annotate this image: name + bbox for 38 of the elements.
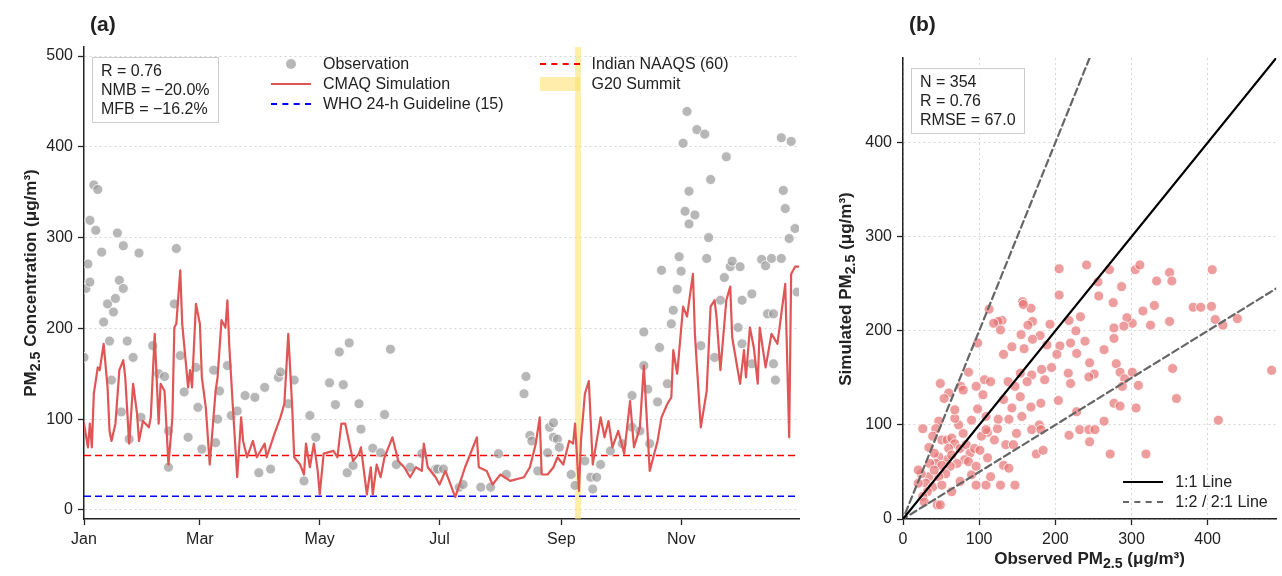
x-tick-label: May [304,530,335,548]
x-tick-label: 100 [965,530,993,548]
y-tick-label: 100 [865,415,893,433]
y-tick-label: 200 [46,318,74,336]
x-axis-title: Observed PM$_{2.5}$ (μg/m³) [994,549,1185,572]
annotation: R = 0.76 [101,61,163,81]
band-label: G20 Summit [591,75,681,93]
y-tick-label: 400 [46,137,74,155]
x-tick-label: 400 [1194,530,1222,548]
annotation: NMB = −20.0% [101,80,210,100]
legend-label: Indian NAAQS (60) [591,55,729,73]
y-tick-label: 100 [46,409,74,427]
annotation: RMSE = 67.0 [920,110,1016,130]
x-tick-label: 200 [1041,530,1069,548]
y-tick-label: 300 [46,228,74,246]
y-tick-label: 400 [865,133,893,151]
y-tick-label: 0 [64,500,74,518]
legend-label: WHO 24-h Guideline (15) [323,95,504,113]
x-tick-label: 0 [898,530,908,548]
y-tick-label: 500 [46,46,74,64]
annotation: MFB = −16.2% [101,99,209,119]
legend-label: Observation [323,55,410,73]
x-tick-label: Jul [429,530,450,548]
annotation: R = 0.76 [920,91,982,111]
legend-label: 1:2 / 2:1 Line [1175,493,1268,511]
x-tick-label: 300 [1118,530,1145,548]
chart-title: (b) [909,12,936,36]
x-tick-label: Sep [547,530,576,548]
x-tick-label: Nov [666,530,696,548]
annotation: N = 354 [920,72,978,92]
y-tick-label: 200 [865,321,893,339]
y-tick-label: 0 [883,509,893,527]
legend-label: 1:1 Line [1175,473,1233,491]
y-tick-label: 300 [865,227,893,245]
chart-title: (a) [90,12,116,36]
x-tick-label: Jan [71,530,97,548]
x-tick-label: Mar [186,530,215,548]
legend-label: CMAQ Simulation [323,75,451,93]
